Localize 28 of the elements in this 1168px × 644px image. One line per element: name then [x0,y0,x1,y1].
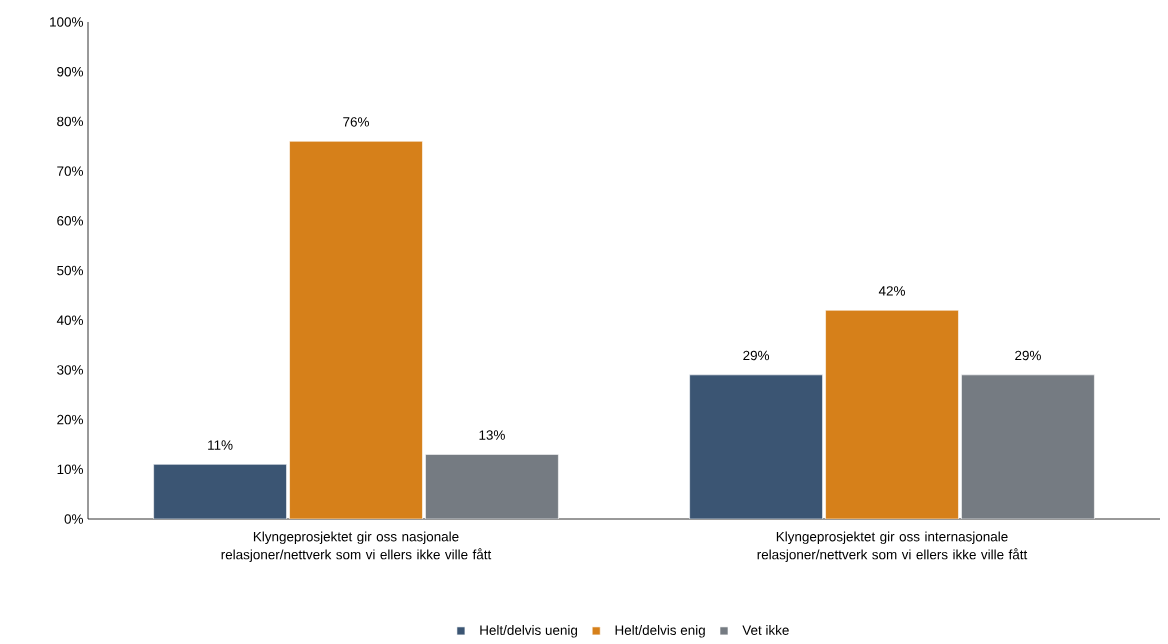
data-label: 29% [1015,350,1041,361]
y-tick-label: 90% [57,66,84,77]
bar [425,454,559,519]
y-tick-label: 30% [57,365,84,375]
y-tick-label: 10% [57,464,84,475]
data-label: 42% [878,286,905,296]
y-tick-label: 50% [57,265,84,276]
bar [689,374,823,519]
bar [153,464,287,519]
data-label: 13% [479,430,505,440]
data-label: 76% [343,117,369,127]
y-tick-label: 0% [64,514,84,524]
legend-label: Helt/delvis enig [615,625,705,638]
bar [289,140,423,519]
y-tick-label: 40% [56,315,84,325]
bar [961,374,1095,519]
y-tick-label: 100% [50,17,83,27]
y-tick-label: 80% [57,116,84,127]
x-tick-label: Klyngeprosjektet gir oss nasjonale relasjoner/nettverk som vi ellers ikke ville fått [221,531,492,562]
y-tick-label: 20% [57,414,84,425]
legend-label: Helt/delvis uenig [480,625,578,638]
y-tick-label: 70% [57,166,84,176]
x-tick-label: Klyngeprosjektet gir oss internasjonale relasjoner/nettverk som vi ellers ikke ville fått [757,531,1028,562]
data-label: 29% [743,350,770,361]
y-tick-label: 60% [57,216,84,226]
legend-label: Vet ikke [742,625,789,635]
data-label: 11% [208,440,233,450]
bar [825,309,959,519]
